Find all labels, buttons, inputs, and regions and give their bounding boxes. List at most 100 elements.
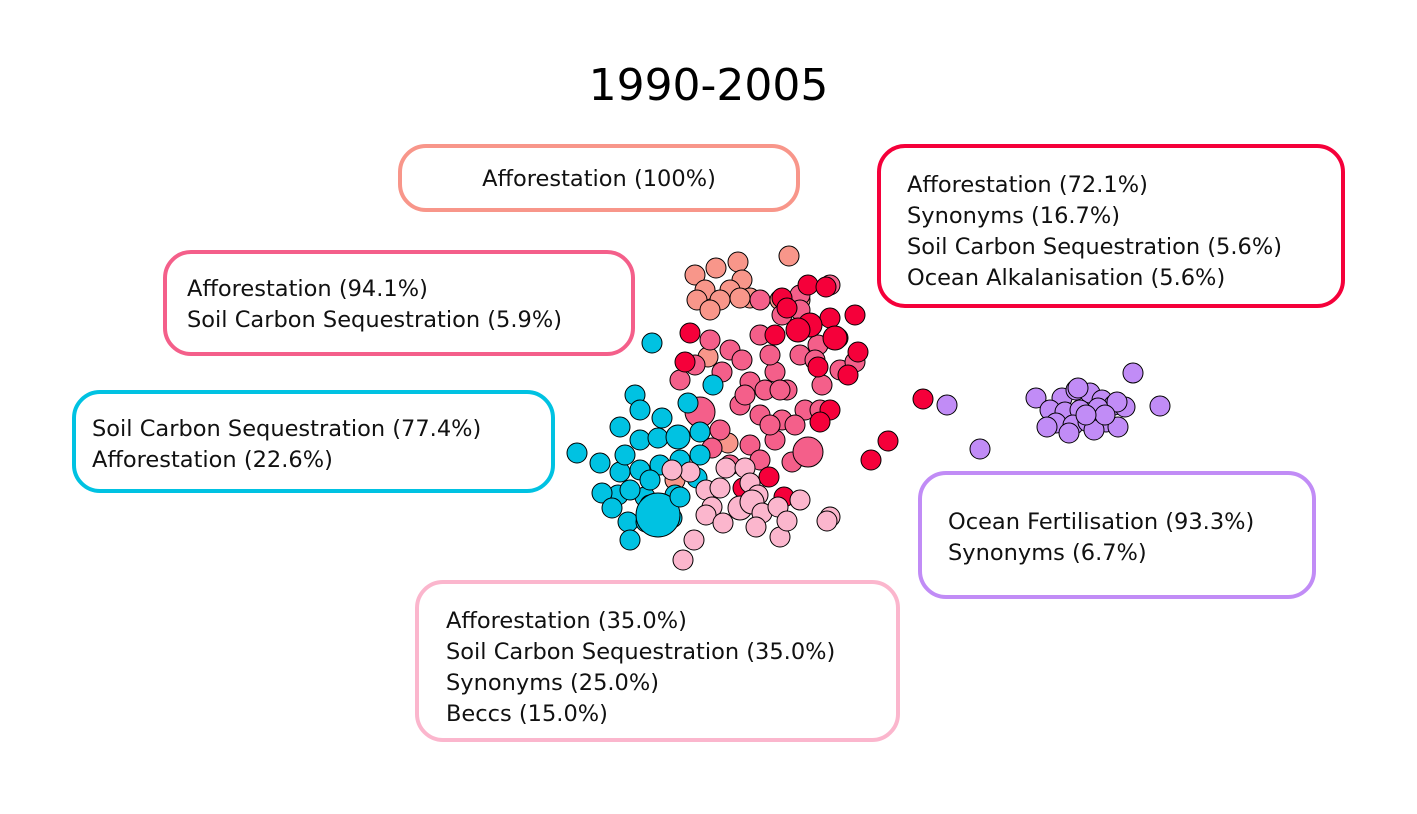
scatter-point [749,289,771,311]
scatter-point [816,510,838,532]
scatter-point [715,457,737,479]
scatter-point [641,332,663,354]
scatter-point [677,392,699,414]
cluster-label-line: Afforestation (22.6%) [92,447,333,473]
scatter-point [619,529,641,551]
scatter-point [669,486,691,508]
scatter-point [647,427,669,449]
scatter-point [1075,404,1097,426]
scatter-point [776,297,798,319]
scatter-point [758,466,780,488]
scatter-point [819,307,841,329]
scatter-point [776,510,798,532]
scatter-point [699,329,721,351]
chart-title: 1990-2005 [588,60,829,111]
scatter-point [589,452,611,474]
scatter-point [936,394,958,416]
scatter-point [629,399,651,421]
scatter-point [847,341,869,363]
scatter-point [661,459,683,481]
scatter-point [734,384,756,406]
cluster-label-box-cyan: Soil Carbon Sequestration (77.4%) Affore… [72,390,555,493]
scatter-point [1094,404,1116,426]
cluster-points-lightpink [661,457,841,571]
cluster-label-line: Beccs (15.0%) [446,701,608,727]
cluster-label-box-pink: Afforestation (94.1%) Soil Carbon Seques… [163,250,635,356]
scatter-point [1036,416,1058,438]
scatter-point [709,419,731,441]
cluster-label-line: Ocean Fertilisation (93.3%) [948,509,1255,535]
scatter-point [792,436,824,468]
scatter-point [702,374,724,396]
scatter-point [635,492,681,538]
scatter-point [844,304,866,326]
scatter-point [669,369,691,391]
scatter-point [969,438,991,460]
scatter-point [712,512,734,534]
scatter-point [679,461,701,483]
scatter-point [764,324,786,346]
cluster-points-purple [936,362,1171,460]
scatter-point [566,442,588,464]
scatter-point [709,477,731,499]
scatter-point [860,449,882,471]
cluster-label-line: Afforestation (94.1%) [187,276,428,302]
cluster-label-line: Synonyms (25.0%) [446,670,660,696]
cluster-label-line: Afforestation (100%) [482,166,716,192]
scatter-point [1107,416,1129,438]
scatter-point [699,299,721,321]
scatter-point [672,549,694,571]
scatter-point [1106,391,1128,413]
scatter-point [639,469,661,491]
cluster-label-line: Soil Carbon Sequestration (5.6%) [907,234,1282,260]
scatter-point [759,344,781,366]
scatter-point [609,416,631,438]
scatter-point [815,276,837,298]
scatter-point [769,379,791,401]
scatter-point [739,434,761,456]
scatter-point [689,421,711,443]
scatter-point [731,349,753,371]
scatter-point [614,444,636,466]
scatter-point [591,482,613,504]
cluster-label-line: Afforestation (72.1%) [907,172,1148,198]
cluster-label-box-salmon: Afforestation (100%) [398,144,800,212]
scatter-point [684,264,706,286]
scatter-point [877,430,899,452]
scatter-point [822,325,848,351]
scatter-point [745,516,767,538]
scatter-point [759,414,781,436]
scatter-point [695,504,717,526]
scatter-point [1149,395,1171,417]
scatter-point [1067,377,1089,399]
cluster-label-line: Synonyms (16.7%) [907,203,1121,229]
cluster-label-box-lightpink: Afforestation (35.0%) Soil Carbon Seques… [415,580,900,742]
scatter-point [683,529,705,551]
cluster-label-line: Soil Carbon Sequestration (77.4%) [92,416,482,442]
scatter-point [727,251,749,273]
scatter-point [617,511,639,533]
cluster-label-line: Ocean Alkalanisation (5.6%) [907,265,1226,291]
cluster-label-line: Soil Carbon Sequestration (5.9%) [187,307,562,333]
scatter-point [912,388,934,410]
cluster-label-box-purple: Ocean Fertilisation (93.3%) Synonyms (6.… [918,471,1316,599]
cluster-label-line: Synonyms (6.7%) [948,540,1147,566]
scatter-point [809,411,831,433]
scatter-point [797,274,819,296]
cluster-label-line: Soil Carbon Sequestration (35.0%) [446,639,836,665]
cluster-points-cyan [566,332,724,551]
cluster-points-red [674,274,934,508]
scatter-point [784,414,806,436]
scatter-point [619,479,641,501]
scatter-point [629,429,651,451]
scatter-point [601,497,623,519]
cluster-label-box-red: Afforestation (72.1%) Synonyms (16.7%) S… [877,144,1345,308]
scatter-point [679,322,701,344]
scatter-point [1025,387,1047,409]
scatter-point [665,424,691,450]
scatter-point [651,407,673,429]
scatter-point [778,245,800,267]
scatter-point [789,489,811,511]
scatter-point [689,444,711,466]
